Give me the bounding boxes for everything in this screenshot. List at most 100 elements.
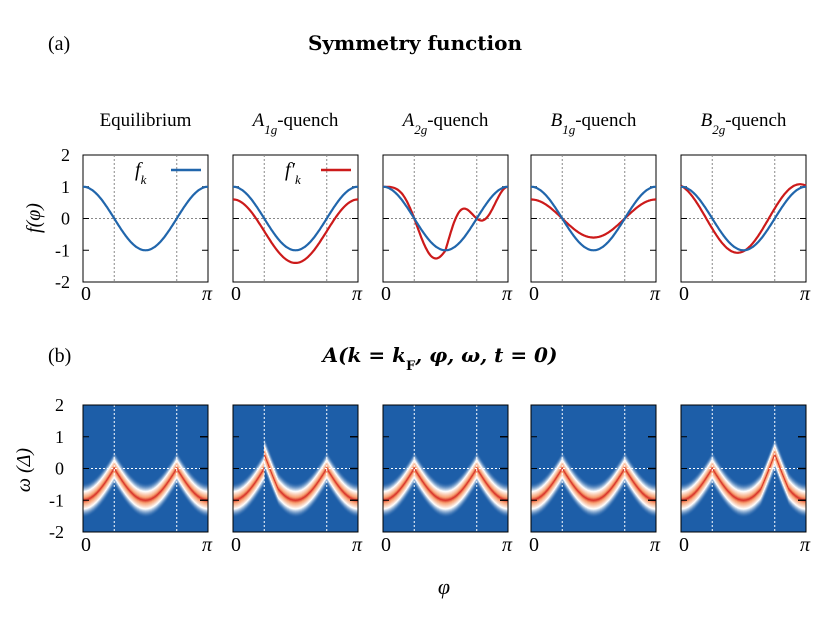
- heatmap-cell: [403, 467, 405, 503]
- heatmap-cell: [607, 475, 609, 511]
- heatmap-cell: [261, 455, 263, 491]
- heatmap-cell: [483, 461, 485, 497]
- heatmap-cell: [303, 480, 305, 516]
- heatmap-cell: [127, 470, 129, 506]
- heatmap-cell: [177, 452, 179, 488]
- heatmap-cell: [282, 476, 284, 512]
- heatmap-cell: [734, 479, 736, 515]
- heatmap-cell: [454, 479, 456, 515]
- heatmap-cell: [105, 464, 107, 500]
- heatmap-cell: [788, 471, 790, 506]
- heatmap-cell: [151, 481, 153, 517]
- heatmap-cell: [107, 461, 109, 497]
- heatmap-cell: [747, 482, 749, 517]
- heatmap-cell: [740, 482, 742, 518]
- heatmap-cell: [551, 467, 553, 503]
- heatmap-cell: [267, 445, 269, 481]
- heatmap-cell: [158, 476, 160, 512]
- heatmap-cell: [732, 478, 734, 513]
- heatmap-cell: [153, 480, 155, 516]
- heatmap-cell: [745, 482, 747, 518]
- heatmap-cell: [439, 481, 441, 517]
- x-tick-label: 0: [81, 534, 91, 556]
- heatmap-cell: [275, 465, 277, 501]
- heatmap-cell: [499, 479, 501, 515]
- heatmap-cell: [785, 464, 787, 499]
- heatmap-cell: [300, 481, 302, 517]
- heatmap-cell: [573, 468, 575, 503]
- heatmap-cell: [750, 480, 752, 516]
- heatmap-cell: [166, 466, 168, 502]
- heatmap-cell: [405, 464, 407, 500]
- heatmap-cell: [323, 456, 325, 492]
- heatmap-cell: [801, 482, 803, 517]
- heatmap-cell: [447, 482, 449, 518]
- heatmap-cell: [426, 469, 428, 505]
- y-tick-label: 1: [61, 177, 70, 197]
- heatmap-cell: [726, 471, 728, 507]
- heatmap-cell: [763, 465, 765, 501]
- heatmap-cell: [451, 481, 453, 517]
- heatmap-cell: [443, 482, 445, 518]
- heatmap-cell: [139, 481, 141, 517]
- heatmap-cell: [319, 462, 321, 498]
- heatmap-cell: [502, 481, 504, 517]
- heatmap-cell: [190, 471, 192, 507]
- heatmap-cell: [598, 481, 600, 517]
- heatmap-cell: [340, 471, 342, 507]
- heatmap-cell: [500, 480, 502, 516]
- heatmap-cell: [487, 467, 489, 503]
- heatmap-cell: [604, 478, 606, 513]
- heatmap-cell: [429, 473, 431, 508]
- heatmap-cell: [535, 482, 537, 517]
- x-tick-label: 0: [231, 283, 241, 305]
- heatmap-cell: [571, 465, 573, 501]
- y-tick-label: -1: [55, 240, 70, 260]
- heatmap-cell: [423, 465, 425, 501]
- heatmap-cell: [302, 480, 304, 516]
- heatmap-cell: [117, 456, 119, 492]
- heatmap-cell: [352, 481, 354, 517]
- heatmap-cell: [185, 464, 187, 500]
- x-tick-label: π: [650, 283, 661, 305]
- heatmap-cell: [135, 478, 137, 514]
- heatmap-cell: [145, 482, 147, 518]
- heatmap-cell: [587, 481, 589, 517]
- heatmap-cell: [249, 472, 251, 508]
- heatmap-cell: [687, 481, 689, 516]
- heatmap-cell: [193, 474, 195, 510]
- heatmap-cell: [730, 476, 732, 512]
- heatmap-cell: [353, 482, 355, 517]
- heatmap-cell: [146, 482, 148, 518]
- heatmap-cell: [397, 474, 399, 510]
- heatmap-cell: [612, 469, 614, 505]
- heatmap-cell: [733, 478, 735, 514]
- heatmap-cell: [791, 474, 793, 510]
- heatmap-cell: [717, 459, 719, 495]
- heatmap-cell: [321, 459, 323, 495]
- heatmap-cell: [704, 463, 706, 498]
- heatmap-cell: [196, 477, 198, 513]
- heatmap-cell: [728, 474, 730, 510]
- heatmap-cell: [797, 479, 799, 515]
- heatmap-cell: [257, 461, 259, 497]
- heatmap-cell: [627, 455, 629, 491]
- heatmap-cell: [702, 466, 704, 501]
- heatmap-cell: [126, 469, 128, 505]
- heatmap-cell: [546, 473, 548, 509]
- heatmap-cell: [762, 467, 764, 503]
- heatmap-cell: [345, 476, 347, 512]
- heatmap-cell: [102, 468, 104, 504]
- heatmap-cell: [478, 453, 480, 489]
- y-tick-label: -2: [55, 272, 70, 292]
- heatmap-cell: [593, 482, 595, 518]
- heatmap-cell: [554, 463, 556, 498]
- panel-a-subplot-3: B1g-quench 0 π: [529, 110, 661, 305]
- heatmap-cell: [549, 470, 551, 505]
- heatmap-cell: [142, 482, 144, 518]
- heatmap-cell: [280, 474, 282, 510]
- heatmap-cell: [743, 482, 745, 518]
- heatmap-cell: [761, 470, 763, 505]
- heatmap-cell: [700, 468, 702, 504]
